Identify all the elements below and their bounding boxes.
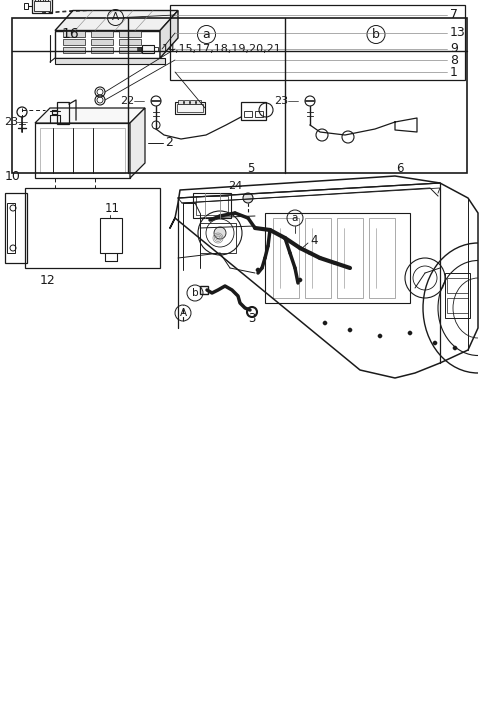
Circle shape <box>408 331 412 335</box>
Bar <box>63 31 85 37</box>
Text: 2: 2 <box>165 137 173 149</box>
Text: 9: 9 <box>450 42 458 55</box>
Text: 23: 23 <box>274 96 288 106</box>
Bar <box>57 102 69 124</box>
Bar <box>63 39 85 45</box>
Text: A: A <box>112 13 119 23</box>
Bar <box>40 0 43 1</box>
Text: b: b <box>192 288 198 298</box>
Text: A: A <box>180 308 187 318</box>
Text: 1: 1 <box>450 66 458 79</box>
Text: 5: 5 <box>247 161 255 174</box>
Text: 22: 22 <box>120 96 134 106</box>
Bar <box>100 218 122 253</box>
Text: 23: 23 <box>4 117 18 127</box>
Polygon shape <box>55 11 178 30</box>
Bar <box>12 18 467 173</box>
Bar <box>55 58 166 64</box>
Bar <box>445 273 470 318</box>
Text: a: a <box>292 213 298 223</box>
Bar <box>369 218 395 298</box>
Bar <box>34 1 50 11</box>
Text: b: b <box>372 28 380 41</box>
Bar <box>200 286 208 294</box>
Bar <box>305 218 331 298</box>
Text: 13: 13 <box>450 26 466 40</box>
Polygon shape <box>130 108 145 178</box>
Bar <box>63 47 85 53</box>
Bar <box>200 223 236 253</box>
Circle shape <box>256 268 260 272</box>
Bar <box>91 31 113 37</box>
Bar <box>190 100 195 104</box>
Bar <box>24 3 28 9</box>
Bar <box>241 102 266 120</box>
Text: 24: 24 <box>228 181 242 191</box>
Bar <box>5 193 27 263</box>
Text: 14,15,17,18,19,20,21: 14,15,17,18,19,20,21 <box>162 44 282 54</box>
Bar <box>178 100 183 104</box>
Text: 7: 7 <box>450 8 458 21</box>
Circle shape <box>348 328 352 332</box>
Circle shape <box>298 278 302 282</box>
Bar <box>193 193 231 218</box>
Bar <box>244 111 252 117</box>
Circle shape <box>453 346 457 350</box>
Text: 3: 3 <box>248 312 255 324</box>
Text: 8: 8 <box>450 54 458 67</box>
Bar <box>32 0 52 13</box>
Bar <box>119 39 141 45</box>
Circle shape <box>323 321 327 325</box>
Bar <box>154 47 158 51</box>
Bar <box>25 188 160 268</box>
Bar <box>91 47 113 53</box>
Bar <box>35 123 130 178</box>
Bar <box>337 218 363 298</box>
Bar <box>91 39 113 45</box>
Bar <box>142 45 154 53</box>
Circle shape <box>433 341 437 346</box>
Bar <box>119 47 141 53</box>
Bar <box>170 5 465 80</box>
Bar <box>7 203 15 253</box>
Bar <box>45 0 48 1</box>
Bar <box>265 213 410 303</box>
Bar <box>273 218 299 298</box>
Text: 16: 16 <box>61 28 79 42</box>
Bar <box>55 30 160 58</box>
Bar <box>175 102 205 114</box>
Text: 12: 12 <box>40 273 56 287</box>
Bar <box>119 31 141 37</box>
Bar <box>255 111 263 117</box>
Text: a: a <box>203 28 210 41</box>
Bar <box>40 128 125 173</box>
Bar <box>447 298 468 313</box>
Text: 11: 11 <box>105 202 120 215</box>
Bar <box>196 196 228 215</box>
Bar <box>35 0 38 1</box>
Circle shape <box>214 227 226 239</box>
Circle shape <box>378 333 382 338</box>
Text: 10: 10 <box>5 169 21 183</box>
Polygon shape <box>35 108 145 123</box>
Circle shape <box>243 193 253 203</box>
Bar <box>177 104 203 112</box>
Polygon shape <box>160 11 178 58</box>
Text: 4: 4 <box>310 234 317 246</box>
Text: 6: 6 <box>396 161 404 174</box>
Bar <box>196 100 201 104</box>
Bar <box>184 100 189 104</box>
Bar <box>447 278 468 293</box>
